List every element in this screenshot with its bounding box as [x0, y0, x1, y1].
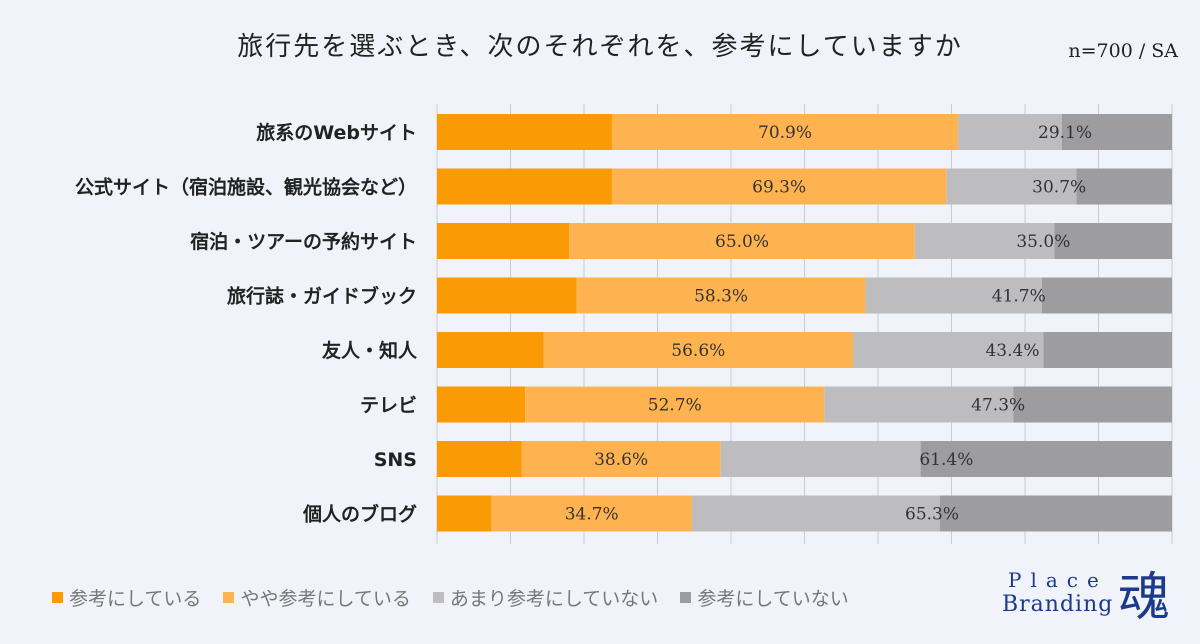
- data-label-negative: 47.3%: [971, 396, 1025, 416]
- stacked-bar-chart: 旅系のWebサイト 70.9% 29.1% 公式サイト（宿泊施設、観光協会など） 69.…: [75, 104, 1173, 544]
- data-label-negative: 35.0%: [1016, 232, 1070, 252]
- legend-swatch: [680, 592, 692, 603]
- bar-segment: [865, 277, 1042, 314]
- category-label: 旅系のWebサイト: [256, 121, 417, 144]
- bar-segment: [611, 168, 947, 205]
- legend-item: 参考にしていない: [680, 584, 849, 611]
- legend-label: 参考にしていない: [697, 588, 849, 610]
- category-label: 友人・知人: [322, 339, 418, 362]
- data-label-negative: 30.7%: [1032, 178, 1086, 198]
- bar-segment: [611, 114, 959, 150]
- bar-segment: [1061, 114, 1172, 150]
- legend-label: 参考にしている: [69, 588, 202, 610]
- bar-segment: [914, 223, 1055, 259]
- legend-item: 参考にしている: [52, 584, 201, 611]
- sample-size-label: n=700 / SA: [1068, 40, 1178, 62]
- category-label: 旅行誌・ガイドブック: [227, 285, 417, 308]
- data-label-positive: 52.7%: [648, 396, 702, 416]
- brand-name-line2: Branding: [1002, 592, 1114, 617]
- bar-segment: [1043, 332, 1172, 368]
- data-label-negative: 65.3%: [905, 505, 959, 525]
- bar-segment: [1076, 168, 1172, 205]
- bar-segment: [853, 332, 1044, 368]
- bar-segment: [437, 386, 526, 423]
- brand-name-line1: Place: [1008, 568, 1108, 592]
- legend-swatch: [432, 592, 444, 603]
- bar-segment: [491, 495, 693, 532]
- category-label: 宿泊・ツアーの予約サイト: [190, 230, 417, 253]
- legend-item: あまり参考にしていない: [432, 584, 659, 611]
- chart-title: 旅行先を選ぶとき、次のそれぞれを、参考にしていますか: [237, 32, 963, 62]
- bar-segment: [946, 168, 1077, 205]
- legend-swatch: [223, 592, 235, 603]
- legend: 参考にしている やや参考にしている あまり参考にしていない 参考にしていない: [52, 584, 849, 611]
- legend-swatch: [52, 592, 63, 603]
- bar-segment: [437, 223, 570, 259]
- bar-segment: [437, 114, 612, 150]
- bar-segment: [920, 441, 1172, 477]
- category-label: SNS: [374, 449, 417, 471]
- bar-segment: [437, 441, 522, 477]
- brand-kanji: 魂: [1118, 568, 1171, 628]
- data-label-positive: 70.9%: [758, 123, 812, 143]
- bar-segment: [543, 332, 854, 368]
- legend-item: やや参考にしている: [223, 584, 411, 611]
- bar-segment: [437, 332, 544, 368]
- data-label-positive: 58.3%: [694, 287, 748, 307]
- bar-segment: [569, 223, 915, 259]
- category-label: 公式サイト（宿泊施設、観光協会など）: [75, 176, 417, 199]
- legend-label: やや参考にしている: [240, 588, 411, 610]
- bar-segment: [437, 277, 577, 314]
- bar-segment: [1041, 277, 1172, 314]
- legend-label: あまり参考にしていない: [449, 588, 659, 610]
- bar-segment: [1054, 223, 1172, 259]
- data-label-positive: 38.6%: [594, 450, 648, 470]
- data-label-negative: 61.4%: [919, 450, 973, 470]
- bar-segment: [437, 495, 492, 532]
- bar-segment: [824, 386, 1014, 423]
- bar-segment: [939, 495, 1172, 532]
- bar-segment: [1013, 386, 1172, 423]
- bar-segment: [437, 168, 612, 205]
- bar-segment: [525, 386, 825, 423]
- bar-segment: [720, 441, 921, 477]
- data-label-negative: 41.7%: [992, 287, 1046, 307]
- brand-logo: Place Branding 魂: [1000, 568, 1188, 632]
- bar-segment: [692, 495, 940, 532]
- bar-segment: [958, 114, 1062, 150]
- data-label-positive: 69.3%: [752, 178, 806, 198]
- data-label-negative: 29.1%: [1038, 123, 1092, 143]
- category-label: テレビ: [360, 395, 417, 417]
- data-label-positive: 56.6%: [671, 341, 725, 361]
- bar-segment: [576, 277, 866, 314]
- bar-segment: [521, 441, 721, 477]
- data-label-positive: 65.0%: [715, 232, 769, 252]
- data-label-positive: 34.7%: [565, 505, 619, 525]
- category-label: 個人のブログ: [302, 503, 417, 526]
- data-label-negative: 43.4%: [985, 341, 1039, 361]
